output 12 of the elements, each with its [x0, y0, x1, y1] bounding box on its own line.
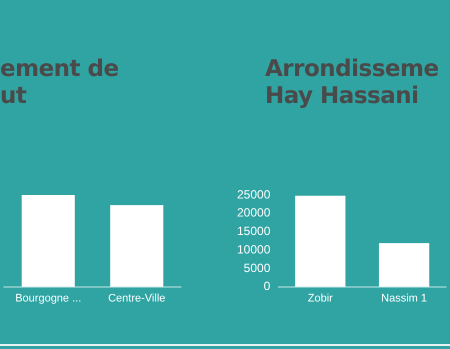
y-tick-label: 10000	[236, 242, 271, 256]
x-tick-label: Zobir	[308, 292, 334, 304]
chart-title: ement de ut	[0, 56, 119, 110]
y-tick-label: 25000	[236, 187, 271, 202]
x-tick-label: Centre-Ville	[108, 292, 166, 304]
y-tick-label: 20000	[236, 206, 271, 220]
y-tick-label: 15000	[236, 224, 271, 238]
x-tick-label: Nassim 1	[381, 292, 428, 304]
y-tick-label: 0	[264, 279, 271, 294]
y-tick-label: 5000	[244, 260, 271, 275]
chart-title: Arrondisseme Hay Hassani	[265, 56, 439, 110]
x-tick-label: Bourgogne ...	[15, 292, 82, 304]
